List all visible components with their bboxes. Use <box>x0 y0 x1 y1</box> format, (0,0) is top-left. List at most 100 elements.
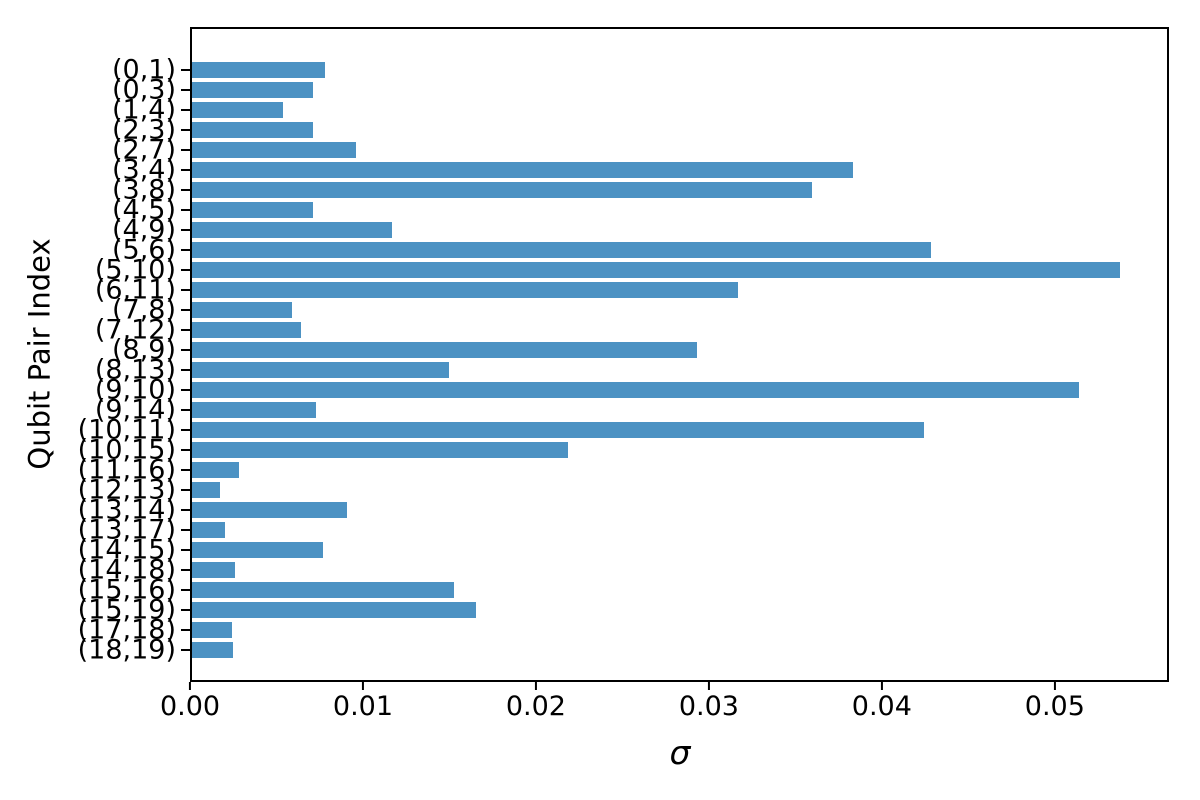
y-tick-mark <box>181 549 190 551</box>
x-tick-mark <box>361 682 364 690</box>
y-tick-label: (8,13) <box>94 354 176 386</box>
y-tick-mark <box>181 349 190 351</box>
y-tick-mark <box>181 429 190 431</box>
x-tick-label: 0.02 <box>505 691 566 722</box>
y-tick-mark <box>181 489 190 491</box>
bar <box>192 542 323 558</box>
bar <box>192 182 813 198</box>
y-tick-mark <box>181 449 190 451</box>
bar-row: (6,11) <box>95 277 1167 304</box>
y-tick-mark <box>181 69 190 71</box>
bar-row: (1,4) <box>112 97 1167 124</box>
bar <box>192 502 348 518</box>
bar <box>192 362 449 378</box>
y-tick-label: (3,8) <box>111 174 176 206</box>
y-tick-mark <box>181 149 190 151</box>
y-tick-mark <box>181 209 190 211</box>
bar <box>192 282 739 298</box>
y-tick-label: (4,5) <box>111 194 176 226</box>
y-tick-label: (12,13) <box>77 474 176 506</box>
y-tick-label: (4,9) <box>111 214 176 246</box>
bar-row: (14,15) <box>78 537 1167 564</box>
y-tick-label: (6,11) <box>94 274 176 306</box>
bar-row: (15,16) <box>78 577 1167 604</box>
x-tick-mark <box>1053 682 1056 690</box>
bar-row: (9,10) <box>95 377 1167 404</box>
y-tick-label: (14,15) <box>77 534 176 566</box>
bar <box>192 562 236 578</box>
x-tick-mark <box>880 682 883 690</box>
bar <box>192 242 931 258</box>
y-tick-label: (8,9) <box>111 334 176 366</box>
y-tick-mark <box>181 409 190 411</box>
bar <box>192 462 239 478</box>
bar-row: (13,17) <box>78 517 1167 544</box>
x-tick-label: 0.05 <box>1024 691 1085 722</box>
bar-row: (18,19) <box>78 637 1167 664</box>
y-tick-label: (5,6) <box>111 234 176 266</box>
y-tick-mark <box>181 309 190 311</box>
bar <box>192 642 234 658</box>
y-tick-mark <box>181 129 190 131</box>
y-tick-label: (2,3) <box>111 114 176 146</box>
y-tick-mark <box>181 229 190 231</box>
bar-row: (12,13) <box>78 477 1167 504</box>
x-tick: 0.05 <box>1025 682 1085 720</box>
y-tick-mark <box>181 649 190 651</box>
y-tick-label: (15,19) <box>77 594 176 626</box>
bar <box>192 522 225 538</box>
y-tick-mark <box>181 89 190 91</box>
bar-row: (8,13) <box>95 357 1167 384</box>
x-tick: 0.01 <box>333 682 393 720</box>
plot-area: (0,1) (0,3) (1,4) (2,3) (2,7) (3,4) (3,8) (4,5)… <box>78 27 1169 682</box>
bar-row: (7,8) <box>112 297 1167 324</box>
bar <box>192 302 292 318</box>
bar-row: (0,1) <box>112 57 1167 84</box>
x-tick-mark <box>534 682 537 690</box>
y-tick-label: (7,8) <box>111 294 176 326</box>
y-tick-label: (5,10) <box>94 254 176 286</box>
y-tick-mark <box>181 609 190 611</box>
y-tick-label: (1,4) <box>111 94 176 126</box>
bar-row: (0,3) <box>112 77 1167 104</box>
y-tick-mark <box>181 329 190 331</box>
y-tick-mark <box>181 109 190 111</box>
y-tick-label: (14,18) <box>77 554 176 586</box>
y-tick-label: (7,12) <box>94 314 176 346</box>
y-tick-label: (9,10) <box>94 374 176 406</box>
bar <box>192 62 325 78</box>
y-tick-label: (11,16) <box>77 454 176 486</box>
y-tick-mark <box>181 589 190 591</box>
bar <box>192 322 301 338</box>
bar <box>192 582 454 598</box>
y-tick-mark <box>181 389 190 391</box>
bar-row: (14,18) <box>78 557 1167 584</box>
bar-row: (2,3) <box>112 117 1167 144</box>
bar <box>192 622 232 638</box>
bar-row: (13,14) <box>78 497 1167 524</box>
x-tick-label: 0.00 <box>159 691 221 722</box>
y-tick-mark <box>181 249 190 251</box>
y-tick-label: (13,17) <box>77 514 176 546</box>
bar-row: (3,8) <box>112 177 1167 204</box>
bar <box>192 402 317 418</box>
x-tick-label: 0.04 <box>851 691 912 722</box>
bar-row: (10,15) <box>78 437 1167 464</box>
bar-row: (5,10) <box>95 257 1167 284</box>
bar <box>192 442 568 458</box>
bar-row: (11,16) <box>78 457 1167 484</box>
x-tick: 0.03 <box>679 682 739 720</box>
bar-row: (2,7) <box>112 137 1167 164</box>
bar <box>192 82 313 98</box>
x-tick-mark <box>707 682 710 690</box>
bar-row: (5,6) <box>112 237 1167 264</box>
bar-row: (3,4) <box>112 157 1167 184</box>
y-tick-label: (18,19) <box>77 634 176 666</box>
bar <box>192 382 1080 398</box>
x-tick: 0.00 <box>160 682 220 720</box>
y-tick-mark <box>181 629 190 631</box>
y-tick-label: (0,1) <box>111 54 176 86</box>
y-tick-mark <box>181 569 190 571</box>
bar <box>192 422 925 438</box>
y-tick-mark <box>181 369 190 371</box>
